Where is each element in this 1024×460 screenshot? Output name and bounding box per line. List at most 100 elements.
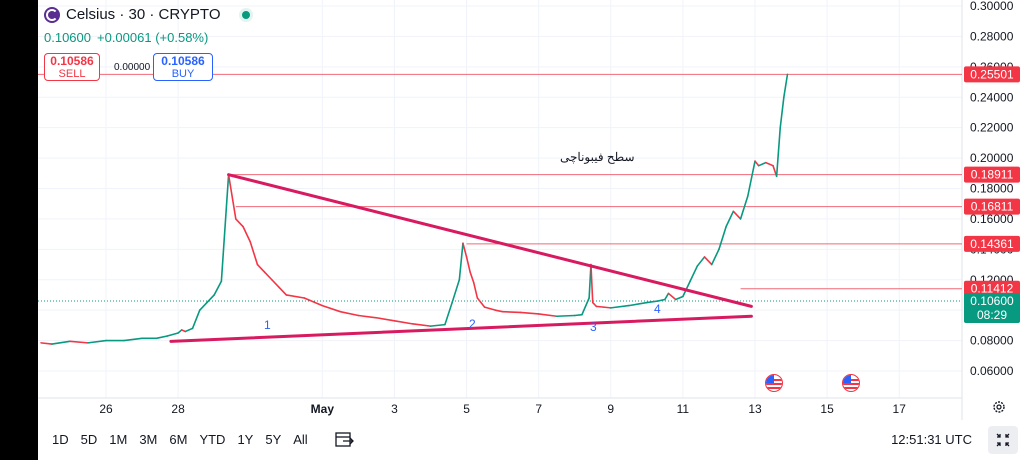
price-segment: [725, 210, 735, 228]
price-segment: [783, 73, 789, 99]
sell-button[interactable]: 0.10586 SELL: [44, 53, 100, 81]
us-event-flag-icon[interactable]: [765, 374, 783, 392]
time-axis-label: May: [311, 402, 335, 416]
price-axis-label: 0.20000: [970, 151, 1014, 165]
price-segment: [321, 304, 342, 313]
market-status-icon[interactable]: [238, 7, 253, 22]
price-segment: [458, 242, 464, 281]
price-level-badge: [964, 198, 1020, 215]
price-segment: [656, 298, 666, 302]
timeframe-1d[interactable]: 1D: [52, 431, 69, 447]
price-level-label: 0.14361: [970, 237, 1014, 251]
price-segment: [191, 309, 201, 330]
price-segment: [227, 173, 237, 220]
settings-gear-icon[interactable]: [992, 400, 1006, 414]
candle-countdown-label: 08:29: [977, 308, 1007, 322]
price-segment: [213, 280, 223, 296]
price-segment: [590, 263, 594, 304]
timeframe-1y[interactable]: 1Y: [237, 431, 254, 447]
price-segment: [235, 218, 244, 228]
price-change: +0.00061 (+0.58%): [97, 30, 209, 45]
price-segment: [278, 286, 288, 296]
price-segment: [501, 310, 522, 314]
current-price-badge: [964, 293, 1020, 324]
resistance-trendline[interactable]: [227, 173, 753, 308]
price-segment: [710, 248, 720, 266]
price-segment: [494, 309, 504, 313]
time-axis-label: 26: [99, 402, 113, 416]
price-segment: [339, 310, 360, 317]
sell-price: 0.10586: [50, 54, 94, 68]
price-axis-label: 0.06000: [970, 364, 1014, 378]
timeframe-6m[interactable]: 6M: [169, 431, 188, 447]
buy-button[interactable]: 0.10586 BUY: [153, 53, 213, 81]
wave-label-4[interactable]: 4: [654, 302, 661, 316]
price-level-badge: [964, 66, 1020, 83]
spread-value: 0.00000: [114, 62, 151, 73]
support-trendline[interactable]: [169, 314, 753, 343]
price-segment: [271, 278, 280, 289]
price-axis-label: 0.24000: [970, 90, 1014, 104]
time-axis-label: 11: [677, 402, 690, 416]
price-chart[interactable]: 0.300000.280000.260000.240000.220000.200…: [38, 0, 1024, 420]
wave-label-3[interactable]: 3: [590, 320, 597, 334]
price-level-label: 0.11412: [971, 282, 1014, 296]
timeframe-toolbar: 1D 5D 1M 3M 6M YTD 1Y 5Y All: [38, 424, 1024, 454]
price-segment: [537, 313, 558, 318]
price-segment: [609, 304, 630, 309]
price-axis-label: 0.18000: [970, 182, 1014, 196]
price-segment: [664, 292, 670, 301]
price-level-label: 0.16811: [971, 200, 1014, 214]
date-range-icon[interactable]: [334, 430, 354, 448]
price-segment: [393, 320, 414, 325]
price-segment: [573, 313, 583, 317]
price-segment: [444, 301, 453, 326]
price-segment: [765, 161, 774, 167]
fibonacci-annotation[interactable]: سطح فیبوناچی: [560, 150, 635, 164]
price-change-row: 0.10600 +0.00061 (+0.58%): [44, 30, 208, 45]
price-segment: [779, 96, 785, 129]
timeframe-all[interactable]: All: [293, 431, 308, 447]
price-axis-label: 0.08000: [970, 334, 1014, 348]
collapse-icon: [996, 433, 1010, 447]
timeframe-5d[interactable]: 5D: [80, 431, 98, 447]
price-segment: [483, 306, 497, 311]
price-segment: [123, 337, 143, 342]
price-segment: [591, 301, 598, 308]
price-level-label: 0.25501: [970, 67, 1014, 81]
price-segment: [462, 242, 468, 258]
price-segment: [581, 297, 590, 316]
price-segment: [375, 316, 396, 322]
price-segment: [476, 297, 486, 308]
time-axis-label: 5: [463, 402, 470, 416]
time-axis-label: 7: [535, 402, 542, 416]
symbol-title[interactable]: Celsius · 30 · CRYPTO: [66, 6, 221, 23]
price-segment: [285, 294, 306, 299]
price-segment: [667, 292, 677, 301]
price-segment: [256, 263, 266, 273]
us-event-flag-icon[interactable]: [842, 374, 860, 392]
trading-chart-app: 0.300000.280000.260000.240000.220000.200…: [38, 0, 1024, 460]
wave-label-2[interactable]: 2: [469, 317, 476, 331]
price-axis-label: 0.30000: [970, 0, 1014, 13]
buy-price: 0.10586: [161, 54, 205, 68]
timeframe-ytd[interactable]: YTD: [199, 431, 226, 447]
price-segment: [718, 225, 727, 251]
price-level-label: 0.18911: [971, 168, 1014, 182]
timeframe-3m[interactable]: 3M: [139, 431, 158, 447]
price-level-badge: [964, 280, 1020, 297]
current-price-label: 0.10600: [970, 294, 1014, 308]
price-segment: [411, 323, 432, 327]
price-segment: [357, 314, 378, 319]
price-axis-label: 0.22000: [970, 121, 1014, 135]
fullscreen-button[interactable]: [988, 426, 1018, 454]
price-segment: [206, 294, 215, 304]
utc-clock[interactable]: 12:51:31 UTC: [891, 432, 972, 447]
wave-label-1[interactable]: 1: [264, 318, 271, 332]
time-axis-label: 17: [893, 402, 907, 416]
timeframe-5y[interactable]: 5Y: [265, 431, 282, 447]
timeframe-1m[interactable]: 1M: [109, 431, 128, 447]
price-segment: [69, 340, 89, 344]
price-segment: [166, 332, 179, 337]
price-axis-label: 0.28000: [970, 29, 1014, 43]
